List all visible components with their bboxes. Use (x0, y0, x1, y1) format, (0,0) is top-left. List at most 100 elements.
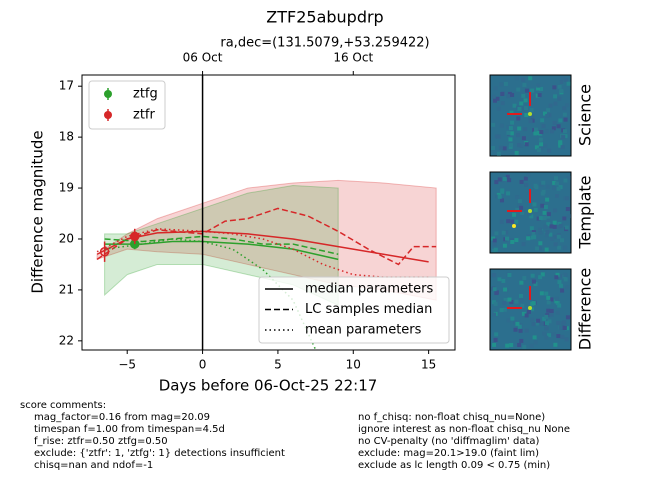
cutout-noise (522, 344, 527, 349)
cutout-noise (543, 205, 548, 210)
legend-label: LC samples median (305, 302, 432, 317)
cutout-noise (564, 337, 569, 342)
cutout-label: Difference (576, 268, 595, 350)
cutout-noise (531, 322, 536, 327)
cutout-noise (500, 101, 505, 106)
cutout-noise (517, 199, 522, 204)
plot-area (96, 75, 437, 350)
cutout-noise (519, 143, 524, 148)
cutout-noise (492, 238, 497, 243)
cutout-noise (544, 233, 549, 238)
comment-line: f_rise: ztfr=0.50 ztfg=0.50 (34, 436, 168, 447)
cutout-noise (510, 219, 515, 224)
cutout-noise (554, 299, 559, 304)
cutout-noise (561, 135, 566, 140)
cutout-noise (495, 194, 500, 199)
cutout-noise (524, 328, 529, 333)
cutout-noise (537, 246, 542, 251)
cutout-noise (556, 234, 561, 239)
cutout-noise (557, 84, 562, 89)
cutout-noise (566, 214, 571, 219)
cutout-noise (497, 277, 502, 282)
cutout-noise (545, 197, 550, 202)
cutout-noise (552, 120, 557, 125)
cutout-noise (499, 219, 504, 224)
cutout-noise (526, 309, 531, 314)
cutout-noise (531, 301, 536, 306)
cutout-noise (492, 287, 497, 292)
cutout-noise (541, 180, 546, 185)
x-tick-label: −5 (118, 358, 136, 372)
cutout-noise (548, 232, 553, 237)
cutout-noise (542, 321, 547, 326)
cutout-noise (560, 76, 565, 81)
cutout-noise (562, 112, 567, 117)
x-tick-label: 5 (274, 358, 282, 372)
cutout-noise (501, 278, 506, 283)
y-axis-label: Difference magnitude (29, 130, 47, 293)
cutout-noise (558, 118, 563, 123)
cutout-noise (560, 334, 565, 339)
legend-marker (104, 90, 112, 98)
cutout-noise (545, 230, 550, 235)
cutout-noise (544, 321, 549, 326)
y-tick-label: 22 (59, 333, 74, 347)
model-line (104, 235, 339, 255)
cutout-noise (502, 307, 507, 312)
cutout-noise (529, 226, 534, 231)
y-tick-label: 21 (59, 282, 74, 296)
cutout-noise (514, 219, 519, 224)
cutout-noise (543, 143, 548, 148)
cutout-source (512, 224, 516, 228)
cutout-noise (510, 239, 515, 244)
cutout-noise (510, 120, 515, 125)
cutout-noise (502, 177, 507, 182)
cutout-noise (542, 331, 547, 336)
cutout-noise (560, 325, 565, 330)
legend-label: mean parameters (305, 323, 422, 338)
cutout-noise (556, 334, 561, 339)
cutout-noise (517, 203, 522, 208)
cutout-noise (545, 214, 550, 219)
cutout-label: Science (576, 84, 595, 146)
cutout-noise (509, 143, 514, 148)
legend-box (258, 276, 450, 344)
cutout-noise (538, 230, 543, 235)
cutout-noise (554, 181, 559, 186)
cutout-noise (553, 208, 558, 213)
cutout-noise (536, 131, 541, 136)
cutout-noise (508, 137, 513, 142)
cutout-noise (530, 273, 535, 278)
cutout-noise (551, 332, 556, 337)
cutout-noise (539, 291, 544, 296)
cutout-noise (544, 291, 549, 296)
cutout-noise (514, 150, 519, 155)
cutout-noise (508, 126, 513, 131)
cutout-noise (524, 113, 529, 118)
cutout-noise (540, 118, 545, 123)
cutout-noise (512, 212, 517, 217)
cutout-noise (553, 242, 558, 247)
cutout-noise (530, 307, 535, 312)
cutout-noise (507, 297, 512, 302)
cutout-noise (554, 275, 559, 280)
cutout-noise (493, 247, 498, 252)
cutout-noise (516, 116, 521, 121)
cutout-noise (546, 295, 551, 300)
cutout-noise (498, 145, 503, 150)
cutout-noise (499, 198, 504, 203)
cutout-noise (517, 106, 522, 111)
model-line (96, 228, 429, 278)
cutout-noise (500, 189, 505, 194)
cutout-noise (534, 145, 539, 150)
cutout-noise (521, 311, 526, 316)
cutout-noise (556, 186, 561, 191)
cutout-noise (550, 129, 555, 134)
cutout-noise (523, 176, 528, 181)
cutout-noise (545, 113, 550, 118)
cutout-noise (524, 142, 529, 147)
cutout-noise (559, 89, 564, 94)
cutout-noise (539, 321, 544, 326)
cutout-noise (551, 126, 556, 131)
cutout-noise (540, 191, 545, 196)
